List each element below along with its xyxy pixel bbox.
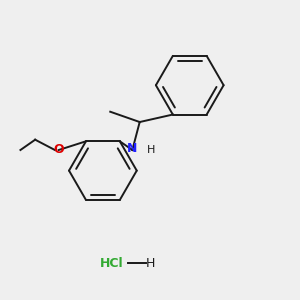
Text: H: H (147, 145, 156, 155)
Text: N: N (127, 142, 137, 155)
Text: HCl: HCl (100, 257, 124, 270)
Text: H: H (145, 257, 155, 270)
Text: O: O (53, 143, 64, 157)
